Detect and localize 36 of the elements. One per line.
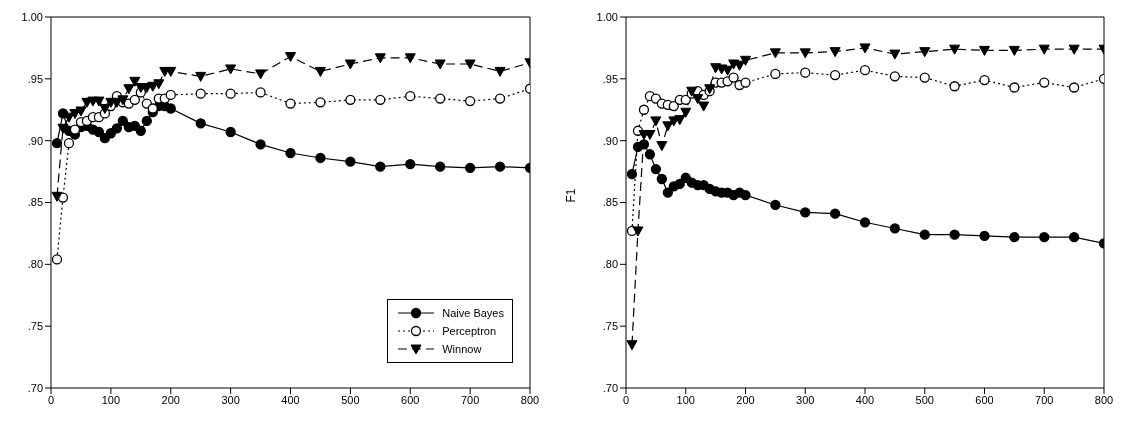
legend-label: Winnow — [442, 343, 482, 355]
y-tick-label: .95 — [602, 72, 618, 85]
x-tick-label: 100 — [101, 393, 121, 406]
x-tick-label: 200 — [736, 393, 755, 406]
y-tick-label: .80 — [27, 258, 43, 271]
x-tick-label: 0 — [47, 393, 55, 406]
y-tick-label: .75 — [602, 320, 618, 333]
x-tick-label: 300 — [221, 393, 240, 406]
x-tick-label: 600 — [975, 393, 994, 406]
x-tick-label: 400 — [281, 393, 300, 406]
y-tick-label: .90 — [602, 134, 618, 147]
x-tick-label: 500 — [341, 393, 360, 406]
y-tick-label: 1.00 — [596, 10, 618, 23]
y-tick-label: .90 — [27, 134, 43, 147]
x-tick-label: 300 — [796, 393, 815, 406]
y-axis-title: F1 — [564, 188, 579, 203]
x-tick-label: 700 — [460, 393, 480, 406]
x-tick-label: 200 — [161, 393, 180, 406]
x-tick-label: 100 — [676, 393, 695, 406]
x-tick-label: 500 — [915, 393, 934, 406]
x-tick-label: 400 — [855, 393, 875, 406]
x-tick-label: 800 — [520, 393, 540, 406]
y-tick-label: .75 — [27, 320, 43, 333]
y-tick-label: .95 — [27, 72, 43, 85]
y-tick-label: .70 — [27, 381, 43, 394]
legend-label: Perceptron — [442, 325, 497, 337]
x-tick-label: 0 — [622, 393, 630, 406]
y-tick-label: .85 — [27, 196, 43, 209]
y-tick-label: 1.00 — [21, 10, 43, 23]
x-tick-label: 800 — [1094, 393, 1114, 406]
legend-label: Naive Bayes — [442, 307, 504, 319]
x-tick-label: 600 — [401, 393, 420, 406]
x-tick-label: 700 — [1035, 393, 1054, 406]
y-tick-label: .85 — [602, 196, 618, 209]
y-tick-label: .70 — [602, 381, 618, 394]
y-tick-label: .80 — [602, 258, 618, 271]
